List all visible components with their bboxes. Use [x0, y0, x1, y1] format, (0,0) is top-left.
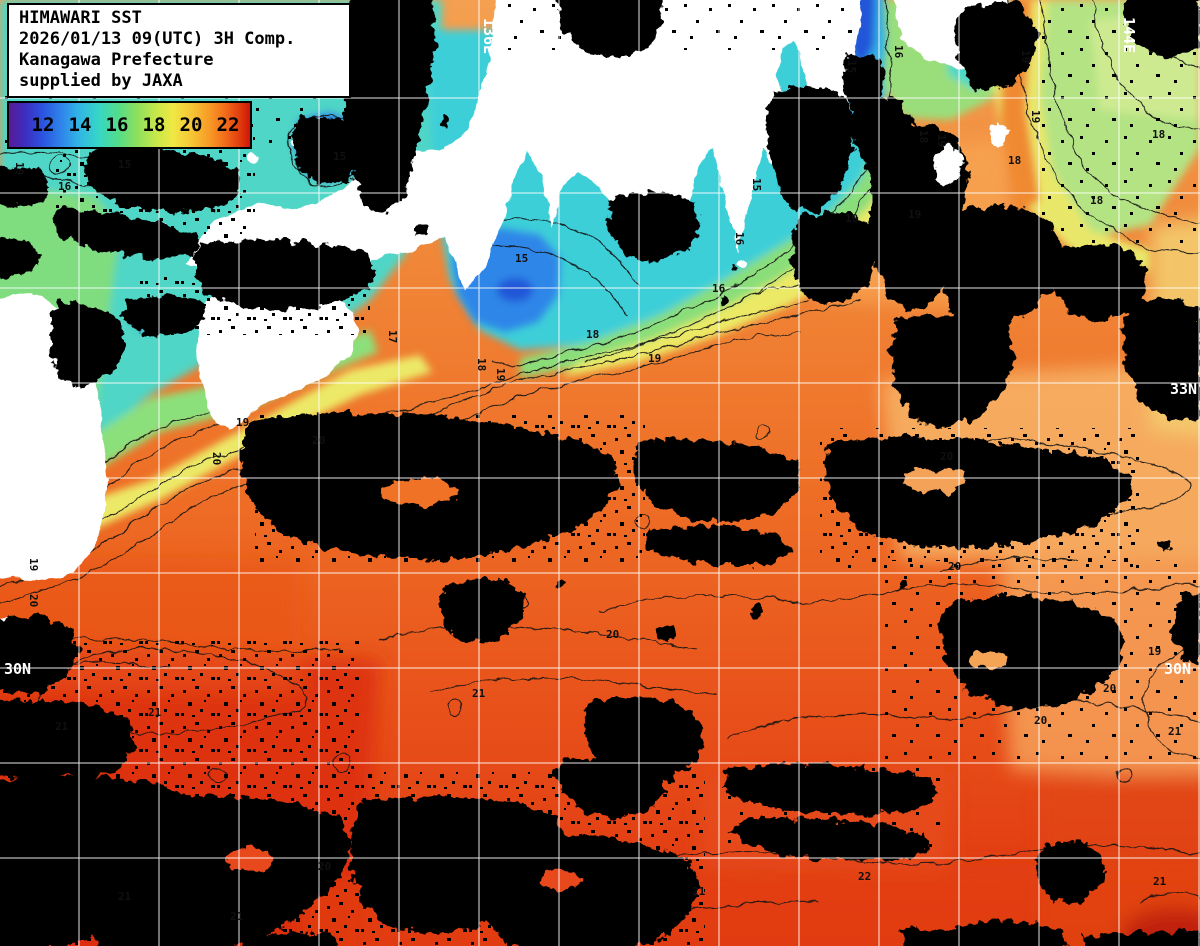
- contour-label: 21: [230, 910, 244, 923]
- title-line-product: HIMAWARI SST: [19, 8, 142, 28]
- contour-label: 19: [1148, 645, 1161, 658]
- contour-label: 16: [733, 232, 746, 246]
- geo-label: 144E: [1120, 17, 1138, 53]
- contour-label: 21: [692, 885, 706, 898]
- title-line-datetime: 2026/01/13 09(UTC) 3H Comp.: [19, 29, 296, 49]
- contour-label: 19: [1029, 110, 1042, 123]
- contour-label: 16: [892, 45, 905, 59]
- contour-label: 20: [948, 560, 961, 573]
- temperature-colorbar: 12 14 16 18 20 22: [7, 101, 252, 149]
- contour-label: 18: [1090, 194, 1103, 207]
- colorbar-tick: 18: [142, 114, 166, 136]
- contour-label: 22: [858, 870, 871, 883]
- colorbar-tick: 16: [105, 114, 129, 136]
- contour-label: 20: [606, 628, 619, 641]
- contour-label: 19: [27, 558, 40, 571]
- contour-label: 19: [1019, 50, 1032, 63]
- contour-label: 21: [472, 687, 486, 700]
- contour-label: 19: [236, 416, 249, 429]
- title-line-region: Kanagawa Prefecture: [19, 50, 214, 70]
- contour-label: 20: [318, 860, 331, 873]
- contour-label: 19: [908, 208, 921, 221]
- contour-label: 20: [1103, 682, 1116, 695]
- contour-label: 18: [917, 130, 930, 143]
- contour-label: 20: [1034, 714, 1047, 727]
- contour-label: 21: [1153, 875, 1167, 888]
- colorbar-tick: 20: [179, 114, 203, 136]
- contour-label: 19: [13, 162, 26, 175]
- colorbar-tick: 22: [216, 114, 240, 136]
- geo-label: 33N: [4, 378, 31, 396]
- contour-label: 19: [494, 368, 507, 381]
- contour-label: 21: [148, 706, 162, 719]
- contour-label: 18: [475, 358, 488, 371]
- contour-label: 16: [58, 180, 72, 193]
- contour-label: 15: [515, 252, 528, 265]
- colorbar-tick: 12: [31, 114, 55, 136]
- contour-value-labels: 15 16 19 15 15 16 16 18 15 17 18 19 19 20 20 19 15 16 19 19…: [13, 45, 1182, 923]
- geo-label: 33N: [1170, 380, 1197, 398]
- geo-label: 136E: [480, 18, 498, 54]
- contour-label: 19: [935, 134, 948, 147]
- contour-label: 20: [210, 452, 223, 465]
- contour-label: 21: [55, 720, 69, 733]
- contour-label: 18: [586, 328, 599, 341]
- contour-label: 16: [712, 282, 726, 295]
- title-box: HIMAWARI SST 2026/01/13 09(UTC) 3H Comp.…: [7, 3, 351, 98]
- geo-label: 30N: [1164, 660, 1191, 678]
- geo-label: 30N: [4, 660, 31, 678]
- contour-label: 21: [118, 890, 132, 903]
- cloud-hole-layer: [225, 123, 1010, 890]
- contour-label: 15: [333, 150, 346, 163]
- land-honshu: [435, 0, 862, 292]
- contour-label: 19: [845, 212, 858, 225]
- contour-label: 21: [1168, 725, 1182, 738]
- grid-coordinate-labels: 136E 144E 33N 33N 30N 30N: [4, 17, 1197, 678]
- contour-label: 19: [648, 352, 661, 365]
- title-line-credit: supplied by JAXA: [19, 71, 183, 91]
- contour-label: 18: [1008, 154, 1021, 167]
- contour-label: 17: [386, 330, 399, 343]
- contour-label: 18: [1152, 128, 1165, 141]
- colorbar-tick: 14: [68, 114, 92, 136]
- contour-label: 15: [845, 60, 858, 73]
- contour-label: 20: [312, 434, 325, 447]
- contour-label: 15: [750, 178, 763, 191]
- contour-label: 20: [940, 450, 953, 463]
- contour-label: 20: [27, 594, 40, 607]
- contour-label: 15: [118, 158, 131, 171]
